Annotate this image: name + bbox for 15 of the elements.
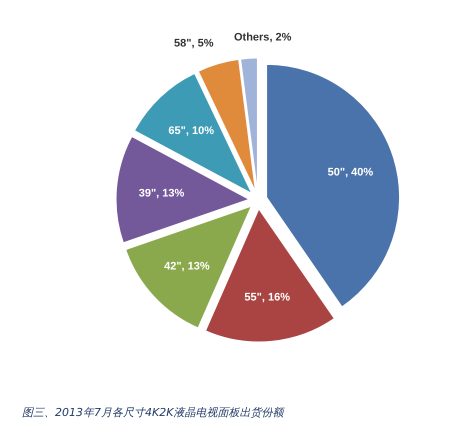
slice-label: 65" — [168, 124, 186, 137]
slice-label: 55" — [244, 291, 262, 304]
data-label: , 10% — [186, 124, 214, 137]
slice-label: Others — [234, 31, 270, 44]
text: 图三、2013年7月各尺寸4K2K液晶电视面板出货份额 — [22, 406, 286, 419]
slice-label: 50" — [328, 166, 346, 178]
slice-label: 42" — [164, 260, 182, 273]
slice-label: 58" — [174, 37, 192, 50]
slice-label: 39" — [138, 187, 156, 200]
data-label: , 13% — [156, 187, 185, 200]
data-label: , 2% — [269, 31, 292, 44]
data-label: , 5% — [191, 37, 214, 50]
data-label: , 13% — [182, 260, 210, 273]
data-label: , 16% — [262, 291, 290, 304]
data-label: , 40% — [345, 166, 374, 178]
